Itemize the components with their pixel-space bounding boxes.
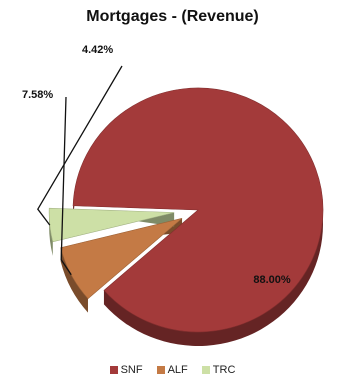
pie-slices bbox=[48, 87, 324, 333]
data-label-alf: 7.58% bbox=[22, 89, 53, 101]
leader-line-trc bbox=[37, 65, 123, 226]
slice-snf bbox=[72, 87, 324, 333]
pie-chart: 88.00% 7.58% 4.42% bbox=[22, 44, 324, 347]
leader-lines bbox=[37, 65, 123, 276]
data-label-trc: 4.42% bbox=[82, 44, 113, 56]
legend-label-snf: SNF bbox=[120, 364, 143, 376]
legend-swatch-alf bbox=[156, 366, 165, 374]
legend-item-trc: TRC bbox=[201, 364, 236, 376]
legend-swatch-snf bbox=[109, 366, 118, 374]
legend-item-snf: SNF bbox=[109, 364, 143, 376]
legend-swatch-trc bbox=[201, 366, 210, 374]
chart-legend: SNF ALF TRC bbox=[0, 364, 345, 376]
legend-label-trc: TRC bbox=[212, 364, 236, 376]
leader-line-alf bbox=[60, 96, 72, 276]
data-labels: 88.00% 7.58% 4.42% bbox=[22, 44, 291, 286]
legend-label-alf: ALF bbox=[167, 364, 188, 376]
slice-trc bbox=[48, 207, 175, 243]
chart-title: Mortgages - (Revenue) bbox=[86, 8, 259, 25]
slice-alf bbox=[60, 218, 183, 300]
legend-item-alf: ALF bbox=[156, 364, 188, 376]
data-label-snf: 88.00% bbox=[253, 274, 291, 286]
